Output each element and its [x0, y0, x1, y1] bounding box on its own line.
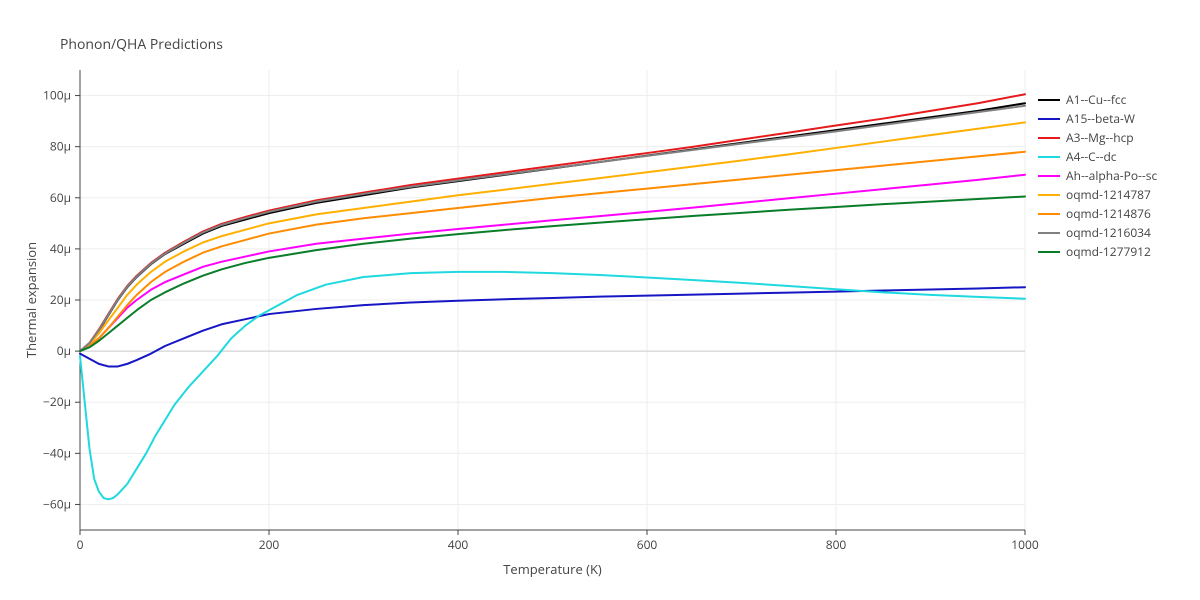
y-tick-label: −60μ	[43, 495, 71, 512]
y-axis-label: Thermal expansion	[22, 240, 40, 360]
series-line[interactable]	[80, 287, 1025, 366]
legend-label: A1--Cu--fcc	[1066, 91, 1126, 108]
y-tick-label: −20μ	[43, 393, 71, 410]
legend-label: A3--Mg--hcp	[1066, 129, 1134, 146]
series-line[interactable]	[80, 272, 1025, 499]
legend-swatch	[1038, 213, 1060, 215]
legend-swatch	[1038, 99, 1060, 101]
legend-item[interactable]: A3--Mg--hcp	[1038, 128, 1157, 147]
legend-label: A15--beta-W	[1066, 110, 1135, 127]
legend-swatch	[1038, 175, 1060, 177]
legend-item[interactable]: Ah--alpha-Po--sc	[1038, 166, 1157, 185]
y-tick-label: 60μ	[50, 189, 71, 206]
y-tick-label: 40μ	[50, 240, 71, 257]
legend-label: A4--C--dc	[1066, 148, 1117, 165]
legend-label: oqmd-1277912	[1066, 243, 1151, 260]
legend-item[interactable]: oqmd-1216034	[1038, 223, 1157, 242]
x-tick-label: 400	[448, 536, 469, 553]
x-tick-label: 0	[77, 536, 84, 553]
legend-item[interactable]: oqmd-1214787	[1038, 185, 1157, 204]
chart-svg: 0 200 400 600 800 1000 −60μ −40μ −20μ 0μ 20μ 40μ 60μ…	[0, 0, 1200, 600]
legend-label: Ah--alpha-Po--sc	[1066, 167, 1157, 184]
legend-item[interactable]: oqmd-1277912	[1038, 242, 1157, 261]
legend-swatch	[1038, 118, 1060, 120]
y-tick-label: 100μ	[43, 87, 71, 104]
legend-swatch	[1038, 156, 1060, 158]
legend-item[interactable]: oqmd-1214876	[1038, 204, 1157, 223]
legend-label: oqmd-1216034	[1066, 224, 1151, 241]
x-tick-label: 600	[637, 536, 658, 553]
chart-root: Phonon/QHA Predictions 02004006008001000…	[0, 0, 1200, 600]
x-tick-label: 200	[259, 536, 280, 553]
y-tick-label: −40μ	[43, 444, 71, 461]
legend: A1--Cu--fcc A15--beta-W A3--Mg--hcp A4--C--…	[1038, 90, 1157, 261]
series-line[interactable]	[80, 103, 1025, 351]
legend-swatch	[1038, 232, 1060, 234]
legend-label: oqmd-1214876	[1066, 205, 1151, 222]
x-tick-label: 800	[826, 536, 847, 553]
legend-swatch	[1038, 194, 1060, 196]
series-line[interactable]	[80, 152, 1025, 351]
x-axis-label: Temperature (K)	[493, 560, 613, 578]
legend-swatch	[1038, 251, 1060, 253]
y-tick-label: 20μ	[50, 291, 71, 308]
x-tick-label: 1000	[1011, 536, 1039, 553]
series-line[interactable]	[80, 94, 1025, 351]
legend-item[interactable]: A15--beta-W	[1038, 109, 1157, 128]
legend-item[interactable]: A4--C--dc	[1038, 147, 1157, 166]
series-line[interactable]	[80, 122, 1025, 351]
legend-label: oqmd-1214787	[1066, 186, 1151, 203]
y-tick-label: 0μ	[57, 342, 71, 359]
legend-item[interactable]: A1--Cu--fcc	[1038, 90, 1157, 109]
legend-swatch	[1038, 137, 1060, 139]
y-tick-label: 80μ	[50, 138, 71, 155]
series-line[interactable]	[80, 106, 1025, 351]
